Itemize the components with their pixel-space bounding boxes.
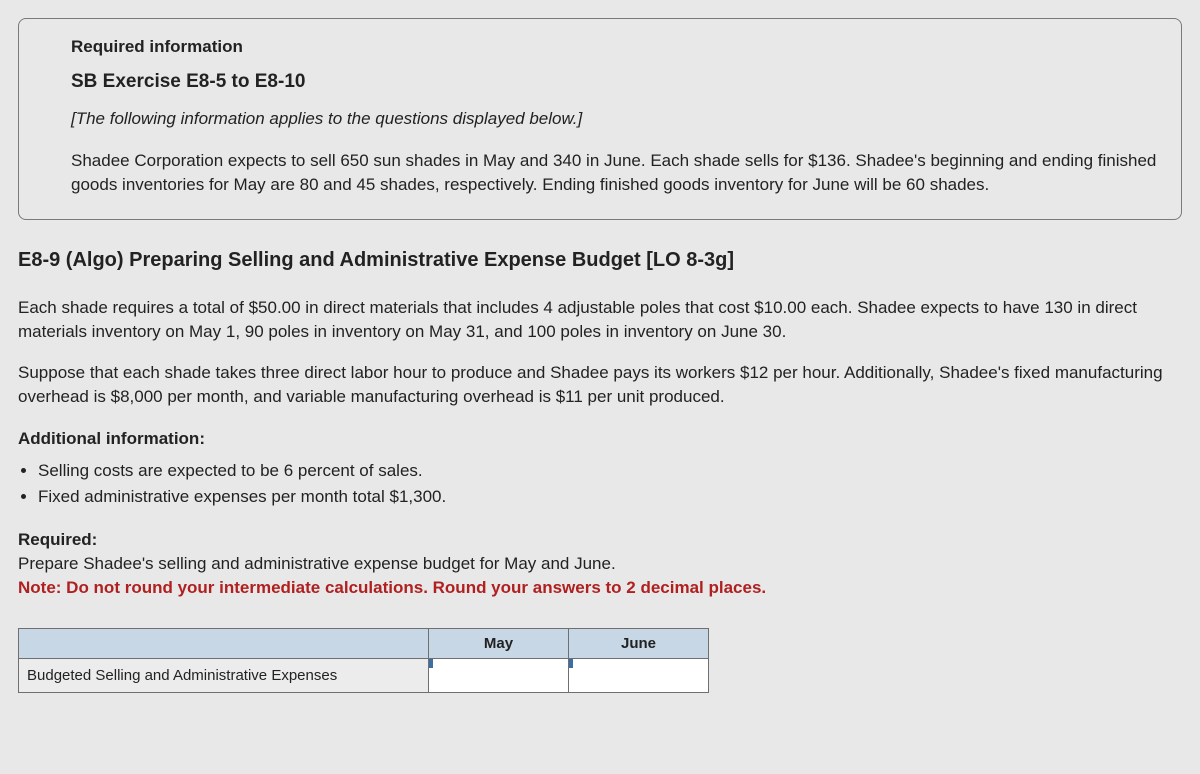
input-may[interactable] [429,661,568,689]
cell-june [569,658,709,692]
input-june[interactable] [569,661,708,689]
scenario-paragraph: Shadee Corporation expects to sell 650 s… [71,149,1163,197]
required-information-label: Required information [71,35,1163,59]
required-block: Required: Prepare Shadee's selling and a… [18,528,1182,599]
paragraph-materials: Each shade requires a total of $50.00 in… [18,296,1182,344]
table-row: Budgeted Selling and Administrative Expe… [19,658,709,692]
additional-info-list: Selling costs are expected to be 6 perce… [18,459,1182,509]
note-text: Note: Do not round your intermediate cal… [18,578,766,597]
additional-information-label: Additional information: [18,427,1182,451]
paragraph-labor-overhead: Suppose that each shade takes three dire… [18,361,1182,409]
required-text: Prepare Shadee's selling and administrat… [18,554,616,573]
budget-table: May June Budgeted Selling and Administra… [18,628,709,693]
list-item: Selling costs are expected to be 6 perce… [38,459,1182,483]
table-header-may: May [429,628,569,658]
sb-exercise-title: SB Exercise E8-5 to E8-10 [71,69,1163,96]
cell-may [429,658,569,692]
row-label-budgeted-expenses: Budgeted Selling and Administrative Expe… [19,658,429,692]
applies-note: [The following information applies to th… [71,107,1163,131]
exercise-title: E8-9 (Algo) Preparing Selling and Admini… [18,246,1182,274]
required-information-box: Required information SB Exercise E8-5 to… [18,18,1182,220]
budget-table-wrap: May June Budgeted Selling and Administra… [18,628,1182,693]
required-label: Required: [18,530,97,549]
table-header-blank [19,628,429,658]
list-item: Fixed administrative expenses per month … [38,485,1182,509]
table-header-june: June [569,628,709,658]
